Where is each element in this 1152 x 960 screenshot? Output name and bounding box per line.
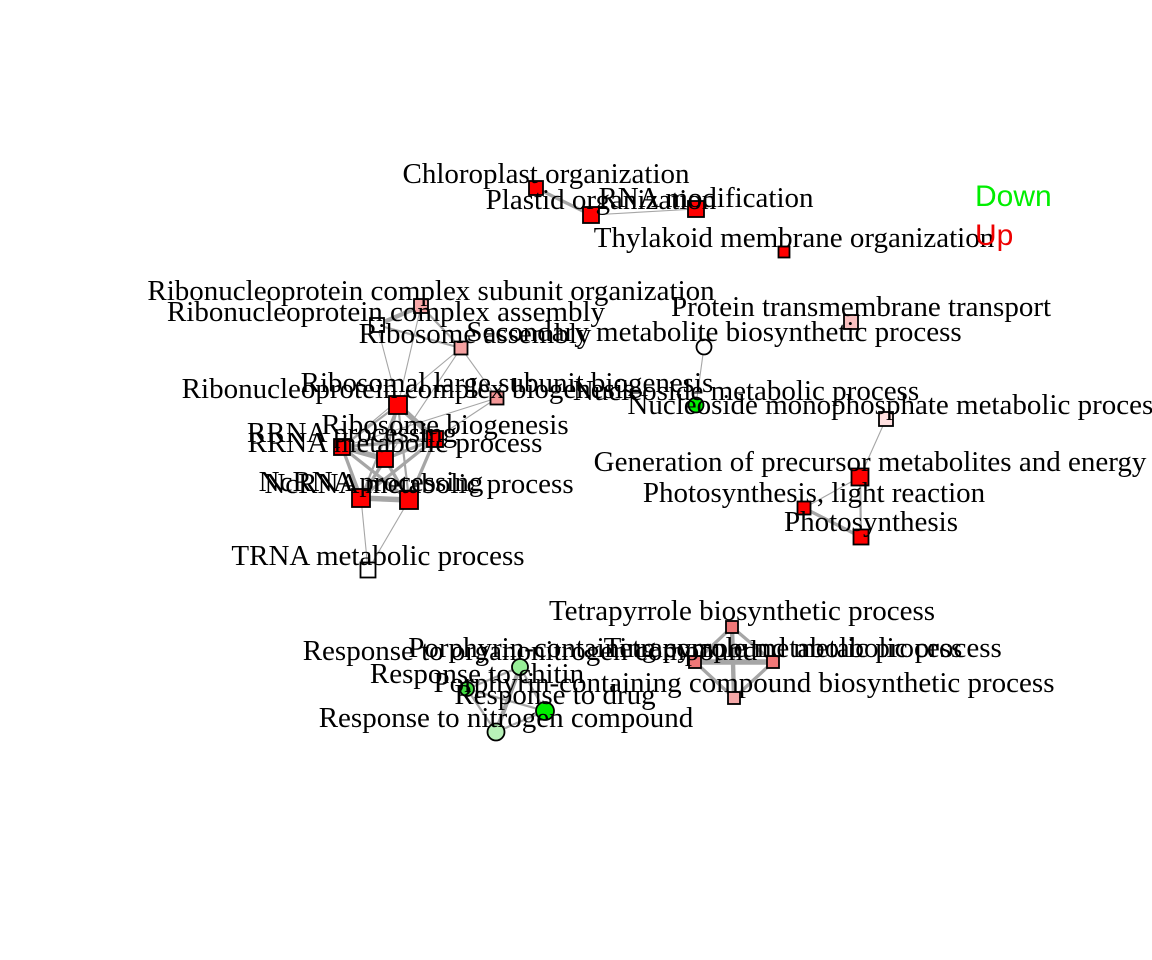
edge	[590, 208, 697, 216]
node-label: Generation of precursor metabolites and …	[594, 446, 1147, 478]
node-label: RRNA processing	[247, 417, 457, 449]
node-rnp-subunit	[413, 298, 429, 314]
edge	[376, 324, 399, 406]
node-label: Secondary metabolite biosynthetic proces…	[466, 316, 961, 348]
edge	[535, 186, 592, 217]
edge	[803, 506, 862, 539]
node-rna-mod	[687, 200, 705, 218]
node-ncrna-met	[399, 490, 419, 510]
node-label: Response to organonitrogen compound	[303, 635, 758, 667]
edge	[460, 347, 498, 399]
node-label: Ribosome assembly	[359, 318, 592, 350]
node-ribosome-assembly	[453, 340, 469, 356]
edge	[695, 346, 705, 406]
legend-up: Up	[975, 219, 1013, 252]
node-rnp-biogenesis	[388, 395, 408, 415]
node-label: Photosynthesis	[784, 506, 958, 538]
node-label: Photosynthesis, light reaction	[643, 477, 986, 509]
node-rrna-processing	[333, 438, 351, 456]
node-label: Tetrapyrrole biosynthetic process	[549, 595, 935, 627]
node-label: Porphyrin-containing compound metabolic …	[408, 632, 1002, 664]
node-label: Porphyrin-containing compound biosynthet…	[434, 667, 1055, 699]
node-label: Ribosomal large subunit biogenesis	[301, 367, 714, 399]
node-resp-organonitrogen	[511, 658, 529, 676]
node-porphyrin-bio	[727, 691, 741, 705]
node-label: Response to chitin	[370, 658, 585, 690]
edge	[359, 437, 437, 500]
node-label: Ribonucleoprotein complex subunit organi…	[147, 275, 715, 307]
node-label: Chloroplast organization	[403, 158, 690, 190]
node-rnp-assembly	[369, 317, 385, 333]
node-label: NcRNA processing	[259, 466, 484, 498]
node-label: Ribosome biogenesis	[321, 409, 568, 441]
node-gen-precursor	[850, 467, 870, 487]
node-ribosomal-large	[489, 390, 505, 406]
edge	[341, 437, 436, 449]
edge	[466, 665, 521, 691]
edge	[360, 497, 369, 571]
node-label: TRNA metabolic process	[231, 540, 524, 572]
node-plastid-org	[582, 206, 600, 224]
edge	[858, 476, 863, 538]
node-label: Thylakoid membrane organization	[594, 222, 995, 254]
node-label: RNA modification	[598, 182, 814, 214]
node-nucleoside-met	[687, 396, 705, 414]
node-label: Ribonucleoprotein complex biogenesis	[182, 373, 635, 405]
edge	[397, 305, 422, 406]
edge	[859, 418, 887, 478]
edge	[466, 687, 546, 713]
edge	[341, 397, 498, 448]
node-resp-drug	[535, 701, 555, 721]
legend: Down Up	[975, 180, 1052, 252]
node-tetrapyrrole-met	[766, 655, 780, 669]
node-label: Protein transmembrane transport	[671, 291, 1051, 323]
node-label: Nucleoside monophosphate metabolic proce…	[627, 389, 1152, 421]
node-tetrapyrrole-bio	[725, 620, 739, 634]
node-label: Ribonucleoprotein complex assembly	[167, 296, 606, 328]
node-secondary-met	[695, 338, 713, 356]
node-label: Tetrapyrrole metabolic process	[604, 632, 963, 664]
node-ribosome-bio	[426, 430, 444, 448]
edge	[376, 323, 462, 350]
node-trna-met	[359, 561, 377, 579]
node-label: Response to nitrogen compound	[319, 702, 694, 734]
node-label: NcRNA metabolic process	[264, 468, 573, 500]
node-rrna-met	[376, 450, 394, 468]
node-layer	[333, 180, 894, 742]
node-label: Plastid organization	[486, 184, 717, 216]
node-photo-light	[796, 500, 812, 516]
edge	[407, 438, 437, 501]
node-photosynthesis	[852, 528, 870, 546]
node-resp-chitin	[459, 681, 475, 697]
node-label: Response to drug	[454, 679, 655, 711]
edge	[434, 397, 498, 440]
node-resp-nitrogen	[486, 722, 506, 742]
node-porphyrin-met	[688, 655, 702, 669]
legend-down: Down	[975, 180, 1052, 213]
node-nucleotide-mono	[878, 411, 894, 427]
node-chloroplast-org	[528, 180, 544, 196]
node-protein-tm	[843, 314, 859, 330]
edge	[367, 499, 410, 571]
node-ncrna-processing	[351, 488, 371, 508]
node-label: Nucleoside metabolic process	[573, 375, 919, 407]
node-label: RRNA metabolic process	[248, 427, 543, 459]
node-thylakoid	[777, 245, 791, 259]
